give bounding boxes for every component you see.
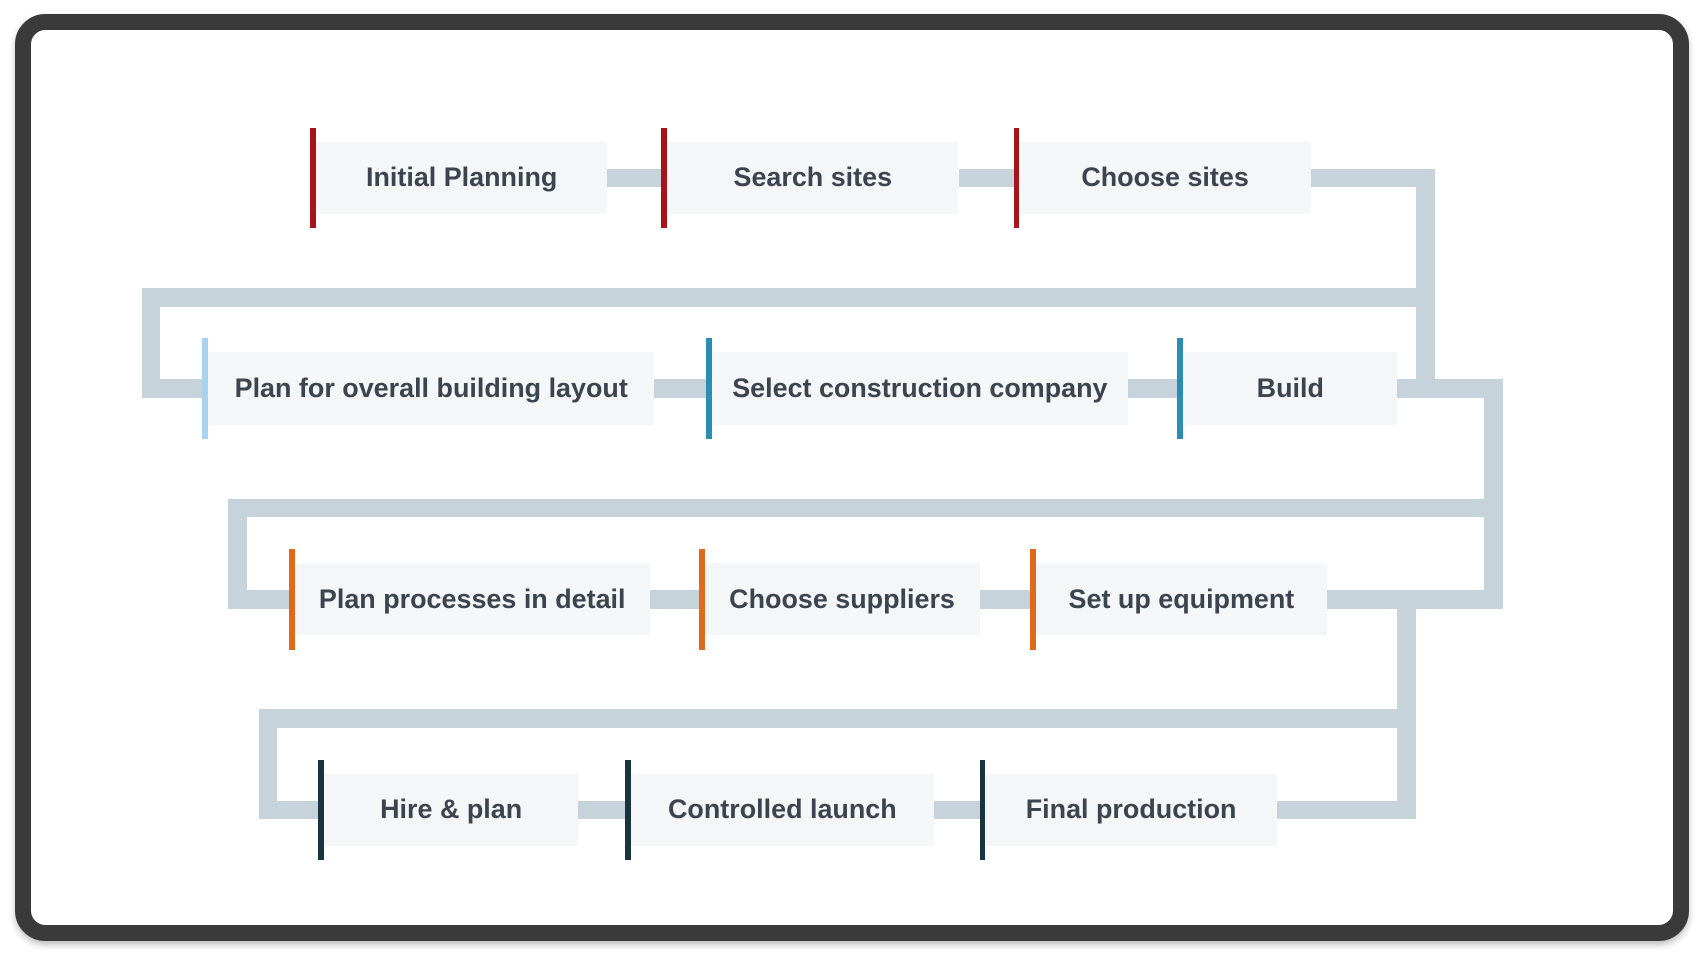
flow-node-label: Set up equipment bbox=[1036, 584, 1327, 615]
connector bbox=[607, 169, 661, 188]
flow-node-choose-sites: Choose sites bbox=[1014, 142, 1311, 215]
connector bbox=[959, 169, 1014, 188]
flow-node-label: Build bbox=[1183, 373, 1397, 404]
connector bbox=[1397, 590, 1416, 801]
flow-node-plan-processes: Plan processes in detail bbox=[289, 563, 649, 636]
flow-node-label: Hire & plan bbox=[324, 794, 578, 825]
flow-node-search-sites: Search sites bbox=[661, 142, 958, 215]
connector bbox=[259, 709, 1416, 728]
flow-node-label: Select construction company bbox=[712, 373, 1129, 404]
flow-node-label: Plan processes in detail bbox=[295, 584, 650, 615]
connector bbox=[578, 801, 625, 820]
flow-node-label: Controlled launch bbox=[631, 794, 934, 825]
flow-node-label: Choose sites bbox=[1019, 162, 1310, 193]
connector bbox=[1416, 169, 1435, 380]
flow-node-select-construction: Select construction company bbox=[706, 352, 1128, 425]
flow-node-hire-plan: Hire & plan bbox=[318, 774, 578, 847]
flow-node-setup-equipment: Set up equipment bbox=[1030, 563, 1327, 636]
flow-node-initial-planning: Initial Planning bbox=[310, 142, 607, 215]
connector bbox=[228, 499, 1502, 518]
connector bbox=[1484, 379, 1503, 590]
connector bbox=[980, 590, 1030, 609]
flow-node-build: Build bbox=[1177, 352, 1397, 425]
flowchart-stage: Initial Planning Search sites Choose sites… bbox=[0, 0, 1704, 955]
connector bbox=[142, 288, 1435, 307]
flow-node-label: Search sites bbox=[667, 162, 958, 193]
flow-node-label: Initial Planning bbox=[316, 162, 607, 193]
flow-node-label: Plan for overall building layout bbox=[208, 373, 654, 404]
connector bbox=[654, 379, 705, 398]
connector bbox=[934, 801, 980, 820]
flow-node-controlled-launch: Controlled launch bbox=[625, 774, 934, 847]
flow-node-choose-suppliers: Choose suppliers bbox=[699, 563, 980, 636]
flow-node-label: Choose suppliers bbox=[705, 584, 980, 615]
connector bbox=[1128, 379, 1177, 398]
flow-node-label: Final production bbox=[985, 794, 1276, 825]
connector bbox=[650, 590, 699, 609]
flow-node-final-production: Final production bbox=[980, 774, 1277, 847]
flow-node-plan-layout: Plan for overall building layout bbox=[202, 352, 654, 425]
